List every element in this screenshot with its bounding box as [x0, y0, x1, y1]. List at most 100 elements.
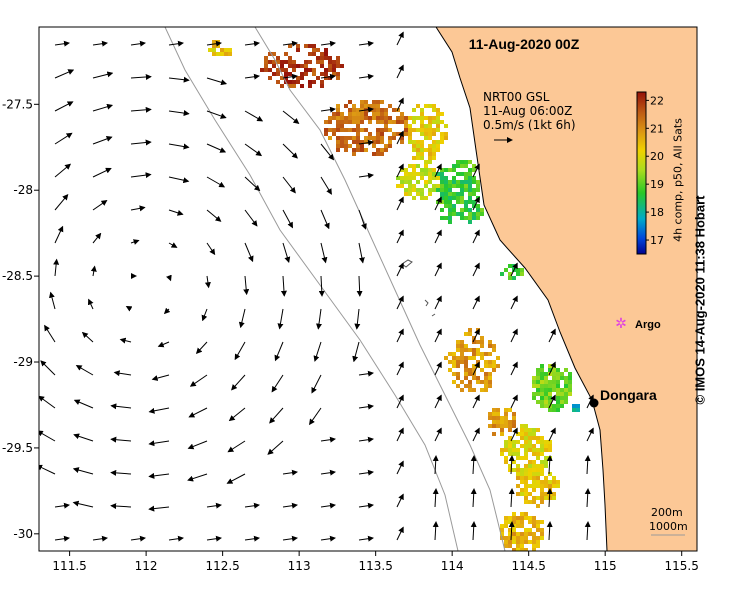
sst-pixel	[340, 124, 344, 128]
sst-pixel	[440, 132, 444, 136]
current-vector	[434, 328, 442, 343]
sst-pixel	[548, 440, 552, 444]
y-tick-label: -27.5	[2, 97, 33, 111]
sst-pixel	[372, 152, 376, 156]
sst-pixel	[352, 108, 356, 112]
colorbar-band	[637, 129, 646, 131]
sst-pixel	[552, 404, 556, 408]
colorbar-band	[637, 247, 646, 249]
sst-pixel	[540, 468, 544, 472]
sst-pixel	[476, 348, 480, 352]
sst-pixel	[516, 476, 520, 480]
current-vector	[356, 275, 363, 297]
sst-pixel	[356, 120, 360, 124]
sst-pixel	[508, 532, 512, 536]
sst-pixel	[564, 384, 568, 388]
sst-pixel	[376, 100, 380, 104]
sst-pixel	[464, 360, 468, 364]
sst-pixel	[308, 52, 312, 56]
sst-pixel	[468, 188, 472, 192]
sst-pixel	[304, 44, 308, 48]
current-vector	[508, 521, 515, 541]
sst-pixel	[336, 120, 340, 124]
colorbar-band	[637, 235, 646, 237]
current-vector	[130, 40, 146, 47]
sst-pixel	[556, 480, 560, 484]
sst-pixel	[468, 212, 472, 216]
y-tick-label: -28	[13, 183, 33, 197]
sst-pixel	[412, 184, 416, 188]
current-vector	[282, 143, 298, 159]
colorbar-band	[637, 92, 646, 94]
colorbar-band	[637, 109, 646, 111]
current-vector	[44, 324, 56, 343]
sst-pixel	[352, 136, 356, 140]
sst-pixel	[504, 520, 508, 524]
sst-pixel	[524, 428, 528, 432]
sst-pixel	[276, 72, 280, 76]
current-vector	[81, 331, 94, 343]
current-vector	[358, 436, 374, 443]
sst-pixel	[340, 120, 344, 124]
sst-pixel	[556, 388, 560, 392]
sst-pixel	[440, 216, 444, 220]
sst-pixel	[432, 144, 436, 148]
sst-pixel	[412, 172, 416, 176]
sst-pixel	[420, 144, 424, 148]
sst-pixel	[288, 44, 292, 48]
colorbar-band	[637, 239, 646, 241]
sst-pixel	[428, 144, 432, 148]
current-vector	[309, 407, 322, 426]
sst-pixel	[280, 84, 284, 88]
current-vector	[92, 40, 108, 47]
sst-pixel	[324, 128, 328, 132]
sst-pixel	[408, 164, 412, 168]
sst-pixel	[376, 140, 380, 144]
sst-pixel	[392, 132, 396, 136]
sst-pixel	[344, 104, 348, 108]
colorbar-band	[637, 118, 646, 120]
colorbar-band	[637, 203, 646, 205]
sst-pixel	[340, 128, 344, 132]
sst-pixel	[516, 452, 520, 456]
colorbar-tick-label: 17	[650, 234, 664, 247]
sst-pixel	[508, 444, 512, 448]
colorbar-band	[637, 214, 646, 216]
sst-pixel	[296, 44, 300, 48]
sst-pixel	[404, 168, 408, 172]
sst-pixel	[532, 532, 536, 536]
sst-pixel	[516, 520, 520, 524]
sst-pixel	[352, 148, 356, 152]
current-vector	[472, 328, 480, 343]
colorbar-band	[637, 107, 646, 109]
current-vector	[358, 139, 374, 146]
sst-pixel	[328, 116, 332, 120]
sst-pixel	[520, 472, 524, 476]
sst-pixel	[480, 208, 484, 212]
sst-pixel	[356, 108, 360, 112]
colorbar-band	[637, 196, 646, 198]
sst-pixel	[532, 432, 536, 436]
sst-pixel	[388, 116, 392, 120]
colorbar-band	[637, 182, 646, 184]
colorbar-band	[637, 133, 646, 135]
current-vector	[168, 535, 184, 542]
sst-pixel	[388, 120, 392, 124]
sst-pixel	[464, 180, 468, 184]
sst-pixel	[276, 68, 280, 72]
sst-pixel	[488, 364, 492, 368]
colorbar-band	[637, 144, 646, 146]
sst-pixel	[516, 440, 520, 444]
sst-pixel	[452, 372, 456, 376]
colorbar-band	[637, 200, 646, 202]
sst-pixel	[560, 376, 564, 380]
current-vector	[189, 374, 208, 387]
sst-pixel	[288, 60, 292, 64]
sst-pixel	[464, 200, 468, 204]
sst-pixel	[564, 400, 568, 404]
sst-pixel	[340, 112, 344, 116]
sst-pixel	[516, 544, 520, 548]
sst-pixel	[356, 124, 360, 128]
sst-pixel	[552, 484, 556, 488]
